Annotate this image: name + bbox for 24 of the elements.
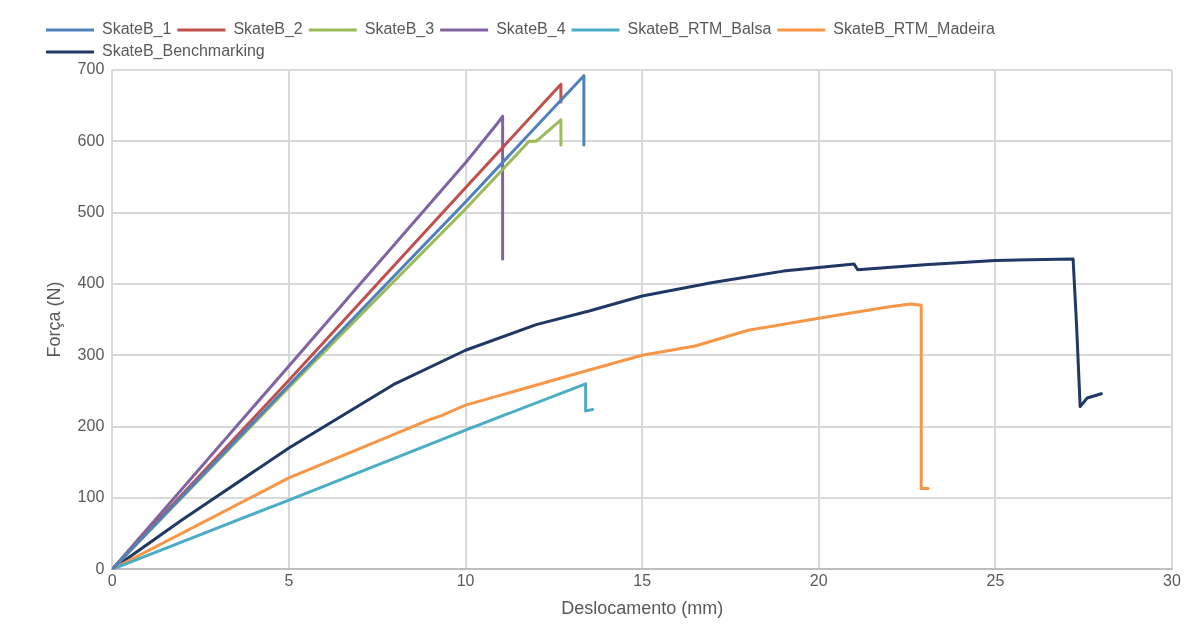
legend-label: SkateB_Benchmarking [102,42,265,61]
x-tick-label: 0 [107,572,117,590]
y-axis-title: Força (N) [43,281,64,358]
legend-label: SkateB_3 [364,20,435,39]
legend-label: SkateB_1 [102,20,172,39]
y-tick-label: 200 [77,416,105,434]
y-tick-label: 600 [77,131,105,149]
y-tick-label: 300 [77,345,105,363]
y-tick-label: 400 [77,274,105,292]
legend-label: SkateB_RTM_Madeira [833,20,995,39]
y-tick-label: 100 [77,488,105,506]
x-axis-title: Deslocamento (mm) [561,598,724,619]
x-tick-label: 15 [633,572,652,590]
legend-label: SkateB_4 [496,20,566,39]
x-tick-label: 5 [284,572,294,590]
y-tick-label: 700 [77,60,105,78]
x-tick-label: 20 [809,572,828,590]
x-tick-label: 30 [1163,572,1181,590]
y-tick-label: 0 [95,559,105,577]
legend-label: SkateB_2 [233,20,303,39]
x-tick-label: 10 [456,572,475,590]
x-tick-label: 25 [986,572,1005,590]
legend-label: SkateB_RTM_Balsa [627,20,772,39]
y-tick-label: 500 [77,203,105,221]
